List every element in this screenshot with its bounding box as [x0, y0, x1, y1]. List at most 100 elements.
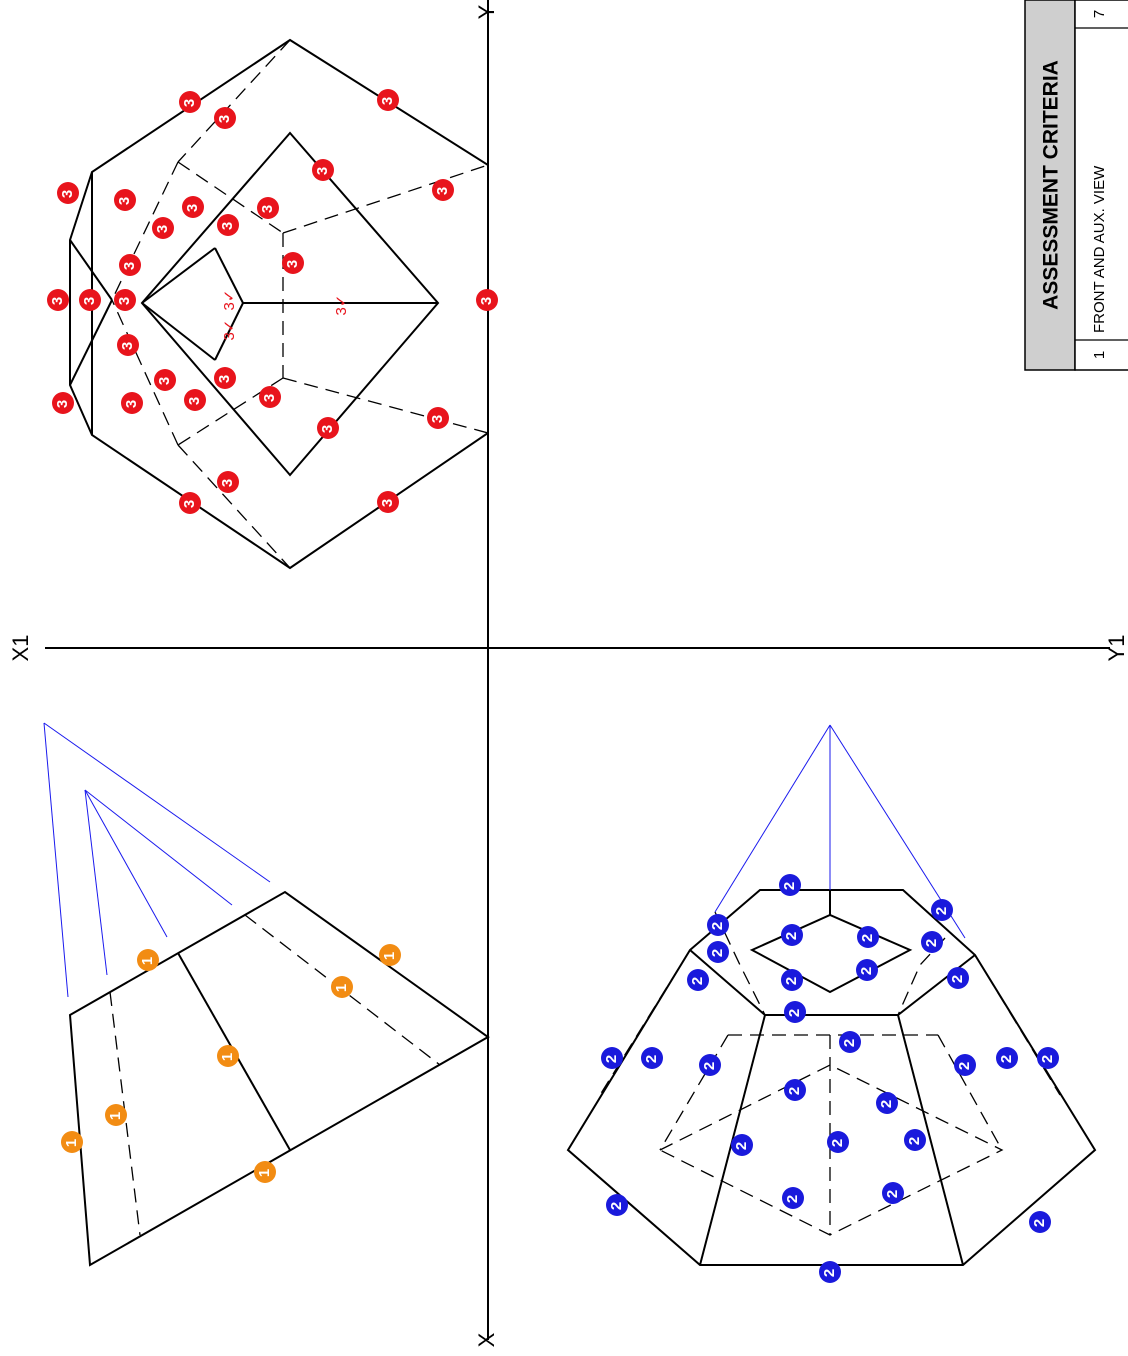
marker: [377, 491, 399, 513]
marker-label: 3: [121, 262, 138, 270]
edge: [659, 1034, 729, 1151]
marker: [1037, 1047, 1059, 1069]
marker-label: 2: [783, 932, 800, 940]
marker: [217, 471, 239, 493]
marker-label: 2: [603, 1055, 620, 1063]
marker: [781, 969, 803, 991]
marker: [731, 1134, 753, 1156]
marker-label: 3: [259, 205, 276, 213]
marker-label: 3: [379, 97, 396, 105]
marker: [154, 369, 176, 391]
marker-label: 1: [333, 984, 350, 992]
marker: [114, 189, 136, 211]
marker: [699, 1054, 721, 1076]
marker: [687, 969, 709, 991]
marker-label: 2: [906, 1137, 923, 1145]
marker-label: 2: [786, 1009, 803, 1017]
edge: [141, 302, 216, 361]
marker: [47, 289, 69, 311]
marker-label: 2: [858, 967, 875, 975]
marker: [931, 899, 953, 921]
marker-label: 2: [859, 934, 876, 942]
marker: [217, 214, 239, 236]
marker: [779, 874, 801, 896]
marker: [856, 959, 878, 981]
marker-label: 2: [923, 939, 940, 947]
marker: [254, 1161, 276, 1183]
marker: [312, 159, 334, 181]
marker-label: 2: [786, 1087, 803, 1095]
marker: [184, 389, 206, 411]
edge: [141, 247, 216, 304]
marker: [114, 289, 136, 311]
axis-label: Y1: [1104, 635, 1128, 662]
marker-label: 2: [933, 907, 950, 915]
marker: [217, 1045, 239, 1067]
marker: [784, 1079, 806, 1101]
edge: [214, 247, 244, 304]
marker-label: 3: [116, 197, 133, 205]
marker-label: 2: [701, 1062, 718, 1070]
marker-label: 3: [181, 99, 198, 107]
marker: [784, 1001, 806, 1023]
table-header: [1024, 0, 1076, 371]
marker-label: 3: [478, 297, 495, 305]
marker-label: 3: [184, 204, 201, 212]
marker: [182, 196, 204, 218]
marker: [179, 91, 201, 113]
marker-label: 2: [829, 1139, 846, 1147]
check-label: 3✓: [333, 295, 350, 316]
marker: [904, 1129, 926, 1151]
marker-label: 3: [219, 222, 236, 230]
edge: [140, 131, 440, 477]
edge: [689, 949, 976, 1016]
table: ASSESSMENT CRITERIA 1 FRONT AND AUX. VIE…: [1024, 0, 1128, 371]
edge: [974, 954, 1061, 1096]
edge: [566, 889, 1097, 1266]
marker-label: 3: [116, 297, 133, 305]
marker-label: 2: [733, 1142, 750, 1150]
marker-label: 3: [379, 499, 396, 507]
marker-label: 1: [381, 952, 398, 960]
edge: [599, 949, 691, 1096]
marker: [954, 1054, 976, 1076]
marker: [105, 1104, 127, 1126]
marker: [819, 1261, 841, 1283]
table-cell: FRONT AND AUX. VIEW: [1091, 165, 1108, 333]
marker: [52, 392, 74, 414]
marker: [827, 1131, 849, 1153]
marker-label: 3: [434, 187, 451, 195]
marker: [121, 392, 143, 414]
edge: [84, 789, 168, 938]
marker: [257, 197, 279, 219]
marker-label: 2: [781, 882, 798, 890]
edge: [84, 789, 233, 906]
marker-label: 3: [119, 342, 136, 350]
edge: [68, 890, 490, 1267]
marker-label: 3: [81, 297, 98, 305]
marker-label: 2: [608, 1202, 625, 1210]
marker-label: 2: [689, 977, 706, 985]
marker: [117, 334, 139, 356]
marker-label: 3: [429, 415, 446, 423]
edge: [43, 722, 69, 998]
axis-label: X: [474, 1332, 499, 1347]
edge: [69, 299, 113, 386]
marker-label: 3: [181, 500, 198, 508]
marker-label: 2: [841, 1039, 858, 1047]
marker: [331, 976, 353, 998]
marker-label: 3: [284, 260, 301, 268]
marker-label: 2: [1031, 1219, 1048, 1227]
edge: [84, 789, 108, 976]
edge: [111, 161, 179, 301]
marker: [317, 417, 339, 439]
marker: [379, 944, 401, 966]
marker: [921, 931, 943, 953]
marker: [882, 1182, 904, 1204]
marker: [782, 1187, 804, 1209]
edge: [69, 239, 113, 301]
marker-label: 1: [63, 1139, 80, 1147]
marker: [214, 107, 236, 129]
marker-label: 3: [59, 190, 76, 198]
